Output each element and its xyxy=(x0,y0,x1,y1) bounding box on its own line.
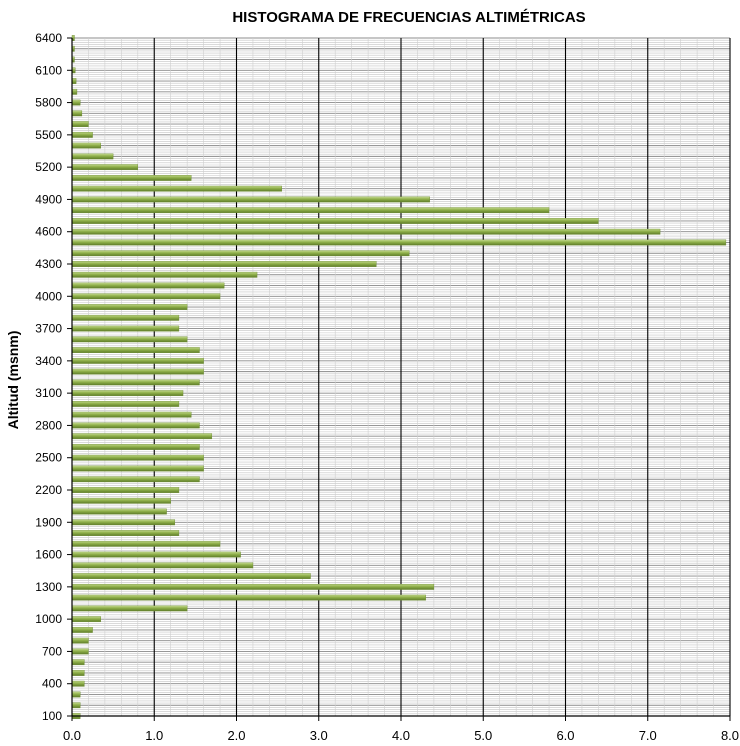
histogram-bar xyxy=(71,175,192,181)
histogram-bar xyxy=(71,670,85,676)
y-tick-label: 6100 xyxy=(35,63,62,77)
histogram-bar xyxy=(71,411,192,418)
histogram-bar xyxy=(71,336,188,343)
histogram-bar xyxy=(71,228,661,235)
histogram-bar xyxy=(71,519,176,526)
histogram-bar xyxy=(71,304,188,310)
histogram-bar xyxy=(71,218,599,224)
x-tick-label: 8.0 xyxy=(721,728,739,743)
y-tick-label: 700 xyxy=(42,644,62,658)
histogram-bar xyxy=(71,433,213,440)
y-tick-label: 2200 xyxy=(35,483,62,497)
histogram-bar xyxy=(71,487,180,493)
histogram-bar xyxy=(71,153,114,160)
x-tick-label: 0.0 xyxy=(63,728,81,743)
histogram-bar xyxy=(71,271,258,278)
y-tick-label: 100 xyxy=(42,709,62,723)
histogram-bar xyxy=(71,616,101,623)
histogram-bar xyxy=(71,293,221,300)
histogram-bar xyxy=(71,594,426,601)
histogram-bar xyxy=(71,142,101,149)
histogram-bar xyxy=(71,121,89,127)
y-tick-label: 3100 xyxy=(35,386,62,400)
histogram-bar xyxy=(71,637,89,644)
histogram-bar xyxy=(71,551,241,558)
histogram-bar xyxy=(71,659,85,666)
histogram-bar xyxy=(71,185,282,192)
y-tick-label: 2800 xyxy=(35,418,62,432)
y-tick-label: 400 xyxy=(42,677,62,691)
y-tick-label: 6400 xyxy=(35,31,62,45)
histogram-bar xyxy=(71,573,311,579)
histogram-bar xyxy=(71,508,167,515)
histogram-bar xyxy=(71,347,200,353)
histogram-bar xyxy=(71,131,93,138)
y-tick-label: 1300 xyxy=(35,580,62,594)
y-tick-label: 5500 xyxy=(35,128,62,142)
histogram-bar xyxy=(71,357,204,364)
y-tick-label: 5800 xyxy=(35,96,62,110)
histogram-bar xyxy=(71,99,81,106)
y-tick-label: 3700 xyxy=(35,322,62,336)
histogram-bar xyxy=(71,401,180,407)
histogram-bar xyxy=(71,562,254,569)
y-tick-label: 2500 xyxy=(35,451,62,465)
histogram-bar xyxy=(71,702,81,709)
histogram-bar xyxy=(71,390,184,397)
histogram-bar xyxy=(71,368,204,375)
x-tick-label: 6.0 xyxy=(556,728,574,743)
histogram-bar xyxy=(71,454,204,461)
histogram-bar xyxy=(71,627,93,633)
histogram-bar xyxy=(71,680,85,687)
y-tick-label: 3400 xyxy=(35,354,62,368)
histogram-bar xyxy=(71,78,77,84)
histogram-bar xyxy=(71,239,727,246)
histogram-bar xyxy=(71,379,200,386)
histogram-bar xyxy=(71,605,188,612)
histogram-bar xyxy=(71,583,435,590)
histogram-bar xyxy=(71,282,225,289)
histogram-bar xyxy=(71,325,180,332)
plot-area: 100 400 700 1000 1300 1600 1900 2200 2500 2800 310… xyxy=(35,31,739,743)
chart-title: HISTOGRAMA DE FRECUENCIAS ALTIMÉTRICAS xyxy=(232,9,585,26)
histogram-bar xyxy=(71,691,81,698)
histogram-bar xyxy=(71,530,180,536)
y-tick-label: 5200 xyxy=(35,160,62,174)
x-tick-label: 7.0 xyxy=(639,728,657,743)
histogram-bar xyxy=(71,207,550,214)
histogram-bar xyxy=(71,422,200,429)
x-tick-label: 5.0 xyxy=(474,728,492,743)
y-tick-label: 1600 xyxy=(35,548,62,562)
histogram-bar xyxy=(71,648,89,655)
histogram-bar xyxy=(71,497,171,504)
y-tick-label: 1900 xyxy=(35,515,62,529)
histogram-bar xyxy=(71,88,78,95)
y-axis-label: Altitud (msnm) xyxy=(5,331,21,430)
histogram-bar xyxy=(71,250,410,257)
y-tick-label: 4900 xyxy=(35,192,62,206)
histogram-bar xyxy=(71,465,204,472)
x-tick-label: 2.0 xyxy=(227,728,245,743)
x-tick-label: 4.0 xyxy=(392,728,410,743)
y-tick-label: 4600 xyxy=(35,225,62,239)
histogram-bar xyxy=(71,540,221,547)
histogram-bar xyxy=(71,444,200,450)
x-tick-label: 1.0 xyxy=(145,728,163,743)
y-tick-label: 4000 xyxy=(35,289,62,303)
histogram-bar xyxy=(71,261,377,267)
histogram-bar xyxy=(71,110,83,117)
y-tick-label: 1000 xyxy=(35,612,62,626)
y-tick-label: 4300 xyxy=(35,257,62,271)
x-tick-label: 3.0 xyxy=(310,728,328,743)
histogram-bar xyxy=(71,314,180,321)
histogram-bar xyxy=(71,196,430,203)
histogram-bar xyxy=(71,476,200,483)
histogram-bar xyxy=(71,164,139,171)
